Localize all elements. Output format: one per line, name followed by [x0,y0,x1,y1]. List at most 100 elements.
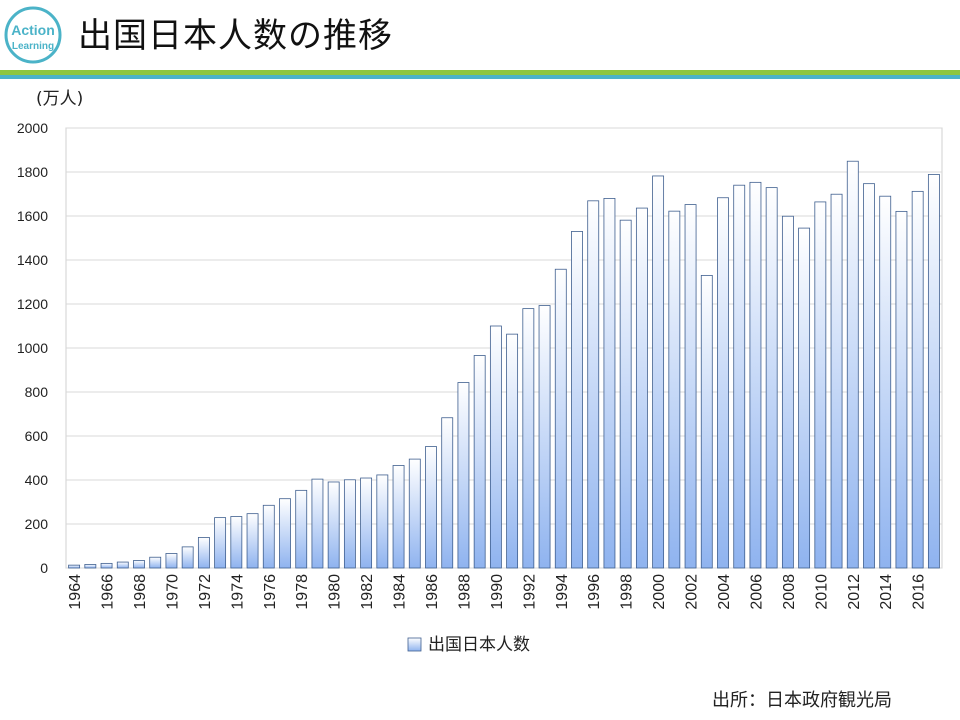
bar [489,325,502,569]
bar [895,210,908,569]
x-tick-label: 1964 [67,574,84,610]
x-tick-label: 2004 [716,574,733,610]
bar [116,561,129,569]
y-tick-label: 0 [40,560,48,576]
bar [279,498,291,569]
bar [749,181,762,569]
x-tick-label: 1976 [262,574,279,610]
x-tick-label: 1974 [229,574,246,610]
x-tick-label: 1968 [132,574,149,610]
bar [149,556,162,569]
bar [798,227,811,569]
logo-text-learning: Learning [12,41,54,52]
bar [100,562,113,569]
bar [506,333,519,569]
x-tick-label: 2010 [813,574,830,610]
source-note: 出所：日本政府観光局 [712,690,892,711]
y-tick-label: 800 [25,384,49,400]
bar [911,190,924,569]
logo-text-action: Action [11,22,55,38]
bar [376,474,389,569]
bar [700,274,713,569]
x-tick-label: 2006 [748,574,765,610]
bar [425,446,437,569]
y-tick-label: 200 [25,516,49,532]
bar [214,517,227,569]
bar [846,160,859,569]
bar [765,187,778,569]
page-title: 出国日本人数の推移 [78,16,393,56]
bar [262,504,275,569]
x-tick-label: 1998 [619,574,636,610]
x-tick-label: 1990 [489,574,506,610]
bar [603,198,616,569]
bar [927,174,940,569]
x-tick-label: 2014 [878,574,895,610]
bar [830,193,843,569]
x-tick-label: 2002 [684,574,701,610]
y-tick-label: 400 [25,472,49,488]
bar [554,268,567,569]
bar [165,553,178,569]
bar [538,305,551,569]
bars [68,160,940,569]
logo-circle [4,6,62,64]
x-tick-label: 1984 [392,574,409,610]
x-tick-label: 1966 [100,574,117,610]
x-tick-label: 1980 [327,574,344,610]
bar [587,200,600,569]
bar [246,513,259,569]
bar [717,197,729,569]
bar [197,537,210,569]
header-divider-teal [0,75,960,79]
y-tick-label: 2000 [17,120,48,136]
bar [781,215,794,569]
bar [68,564,81,569]
bar [522,308,535,569]
x-tick-label: 1986 [424,574,441,610]
x-tick-label: 1978 [294,574,311,610]
bar [473,355,486,569]
bar [879,195,892,569]
y-axis-ticks: 0 200 400 600 800 1000 1200 1400 1600 1800 2000 [17,120,48,576]
gridlines [65,127,943,569]
bar [311,478,324,569]
bar [295,489,308,569]
header-divider-green [0,70,960,75]
x-tick-label: 1994 [554,574,571,610]
bar [392,465,405,569]
y-tick-label: 1600 [17,208,48,224]
x-tick-label: 1996 [586,574,603,610]
bar [863,183,875,569]
y-tick-label: 1800 [17,164,48,180]
bar [408,458,421,569]
x-tick-label: 2000 [651,574,668,610]
y-tick-label: 1200 [17,296,48,312]
x-tick-label: 1970 [164,574,181,610]
y-tick-label: 1000 [17,340,48,356]
y-tick-label: 1400 [17,252,48,268]
x-tick-label: 2008 [781,574,798,610]
x-tick-label: 2016 [911,574,928,610]
legend: 出国日本人数 [407,635,530,654]
legend-swatch [407,637,422,652]
bar [635,207,648,569]
bar [571,231,583,569]
bar [457,382,470,569]
y-tick-label: 600 [25,428,49,444]
x-tick-label: 1992 [521,574,538,610]
bar [814,201,827,569]
bar [441,417,454,569]
x-axis-ticks: 1964 1966 1968 1970 1972 1974 1976 1978 1980 1982… [67,574,928,610]
x-tick-label: 1972 [197,574,214,610]
bar [230,516,243,569]
x-tick-label: 1982 [359,574,376,610]
bar [360,477,373,569]
x-tick-label: 2012 [846,574,863,610]
bar [84,564,97,569]
bar [343,479,356,569]
unit-label: (万人) [36,89,84,109]
x-tick-label: 1988 [456,574,473,610]
bar [327,481,340,569]
bar [181,546,194,569]
